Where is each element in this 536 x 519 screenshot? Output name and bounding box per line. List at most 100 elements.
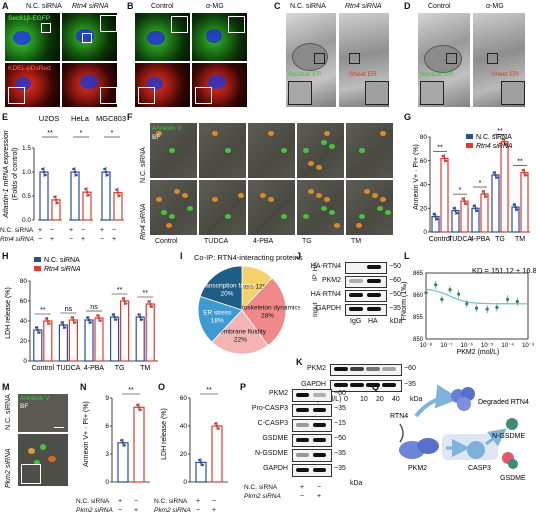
panel-j-row-label: HA-RTN4	[310, 263, 341, 270]
panel-p-label: P	[240, 382, 247, 392]
panel-p-row2: Pkm2 siRNA	[244, 493, 281, 500]
panel-o-treatment-sign: −	[212, 498, 217, 505]
panel-g-data-point	[494, 173, 497, 177]
panel-h-chart: LDH release (%) 0 20 40 60 80 ** Control ns TUDC…	[5, 257, 158, 372]
panel-o-data-point	[198, 458, 201, 462]
panel-l-data-point	[515, 300, 519, 304]
panel-h-bar-rtn4	[145, 303, 155, 362]
panel-h-bar-nc	[84, 319, 94, 362]
panel-l-ytick-label: 855	[413, 315, 424, 321]
panel-d-image-amg: Sheet ER	[473, 13, 525, 107]
panel-h-sig-label: **	[142, 290, 148, 297]
panel-h-ylabel: LDH release (%)	[5, 287, 12, 339]
panel-p-blot-strip	[292, 434, 332, 447]
panel-n-treatment-sign: +	[118, 498, 123, 505]
panel-d-col-ctrl: Control	[428, 3, 451, 10]
panel-b-image-ctrl-green	[135, 13, 190, 61]
panel-a-stain-bot: KDEL-pDsRed	[8, 65, 51, 72]
panel-i-label: I	[180, 251, 183, 261]
panel-o-data-point	[215, 424, 219, 428]
panel-j-row-label: PKM2	[321, 277, 341, 284]
panel-h-ytick-label: 20	[20, 338, 28, 345]
panel-e-bar-nc	[70, 171, 80, 221]
panel-e-data-point	[44, 173, 47, 177]
panel-f-row-rtn4: Rtn4 siRNA	[140, 203, 147, 240]
panel-h-xtick-label: TM	[140, 365, 150, 372]
panel-p-mw-label: −35	[334, 465, 346, 472]
panel-h-data-point	[150, 305, 154, 308]
panel-o-data-point	[201, 463, 204, 467]
panel-i-slice	[199, 265, 243, 311]
panel-n-treatment-sign: −	[134, 498, 139, 505]
panel-g-xtick-label: TUDCA	[448, 236, 472, 243]
panel-m-image-pkm2	[18, 434, 68, 486]
panel-g-xtick-label: Control	[429, 236, 452, 243]
q-ngsdme-icon	[506, 418, 518, 430]
panel-g-data-point	[443, 157, 446, 160]
panel-g-data-point	[461, 197, 465, 200]
panel-p-band	[313, 407, 326, 412]
panel-h-data-point	[34, 326, 38, 329]
panel-f-stain2: BF	[152, 134, 161, 141]
panel-g-xtick-label: 4-PBA	[470, 236, 491, 243]
panel-f-row-nc: N.C. siRNA	[140, 147, 147, 183]
panel-e-data-point	[53, 195, 56, 199]
panel-h-data-point	[140, 318, 144, 321]
panel-j-row-label: HA-RTN4	[310, 291, 341, 298]
panel-p-treatment-sign: −	[300, 493, 305, 500]
panel-n-ytick-label: 0	[105, 479, 109, 486]
panel-e-ytick-label: 0.5	[22, 193, 31, 200]
panel-e-data-point	[72, 167, 75, 171]
panel-k-conc-value: 20	[376, 396, 384, 403]
panel-h-legend-rtn4: Rtn4 siRNA	[44, 266, 81, 273]
panel-g-data-point	[503, 140, 506, 144]
panel-g-data-point	[514, 205, 517, 209]
panel-l-ylabel: FNorm (1‰)	[401, 282, 408, 321]
panel-q-label: Q	[372, 382, 380, 392]
panel-h-data-point	[48, 322, 51, 325]
panel-g-data-point	[463, 199, 466, 203]
panel-e-group-label: U2OS	[39, 114, 59, 123]
panel-h-bar-nc	[135, 316, 145, 362]
panel-o-chart: LDH release (%) 0 20 40 60 **	[161, 387, 228, 486]
panel-g-legend-nc: N.C. siRNA	[476, 134, 512, 141]
panel-h-data-point	[123, 299, 126, 303]
panel-g-ytick-label: 20	[420, 205, 428, 212]
panel-b-image-ctrl-red	[135, 63, 190, 107]
panel-p-band	[296, 392, 309, 397]
panel-e-data-point	[115, 188, 118, 191]
panel-e-bar-nc	[101, 171, 111, 221]
panel-g-data-point	[475, 209, 479, 213]
panel-k-kda: kDa	[410, 396, 423, 403]
panel-k-band	[366, 367, 380, 371]
panel-c-col-rtn4: Rtn4 siRNA	[345, 3, 382, 10]
panel-k-band	[382, 367, 396, 371]
panel-i-slice-label: 22%	[234, 336, 247, 343]
panel-k-band	[350, 383, 364, 387]
panel-g-data-point	[521, 168, 525, 172]
panel-a-col-rtn4: Rtn4 siRNA	[72, 3, 109, 10]
panel-p-row-label: GSDME	[262, 435, 288, 442]
panel-k-band	[334, 383, 348, 387]
q-degraded-label: Degraded RTN4	[478, 399, 529, 406]
panel-e-treatment-sign: +	[69, 227, 74, 234]
panel-m-image-nc: Annexin V BF	[18, 394, 68, 432]
panel-i-slice-label: Others 12%	[234, 283, 269, 290]
panel-g-data-point	[435, 217, 439, 221]
panel-h-data-point	[114, 318, 118, 321]
panel-e-ytick-label: 0.0	[22, 217, 31, 224]
panel-p-mw-label: −15	[334, 420, 346, 427]
panel-n-bar	[133, 406, 145, 483]
panel-n-data-point	[137, 406, 141, 409]
panel-h-data-point	[70, 316, 74, 319]
panel-h-data-point	[138, 315, 142, 319]
panel-d-lbl-amg: Sheet ER	[491, 71, 519, 78]
panel-e-row2: Rtn4 siRNA	[0, 236, 34, 243]
panel-p-blot-strip	[292, 464, 332, 477]
panel-e-treatment-sign: −	[112, 227, 117, 234]
panel-e-treatment-sign: −	[100, 236, 105, 243]
panel-g-chart: Annexin V+ · PI+ (%) 020406080**Control*…	[413, 128, 530, 243]
panel-h-bar-rtn4	[119, 300, 130, 362]
panel-f-col-label: TUDCA	[204, 238, 229, 245]
panel-e-data-point	[41, 167, 44, 171]
